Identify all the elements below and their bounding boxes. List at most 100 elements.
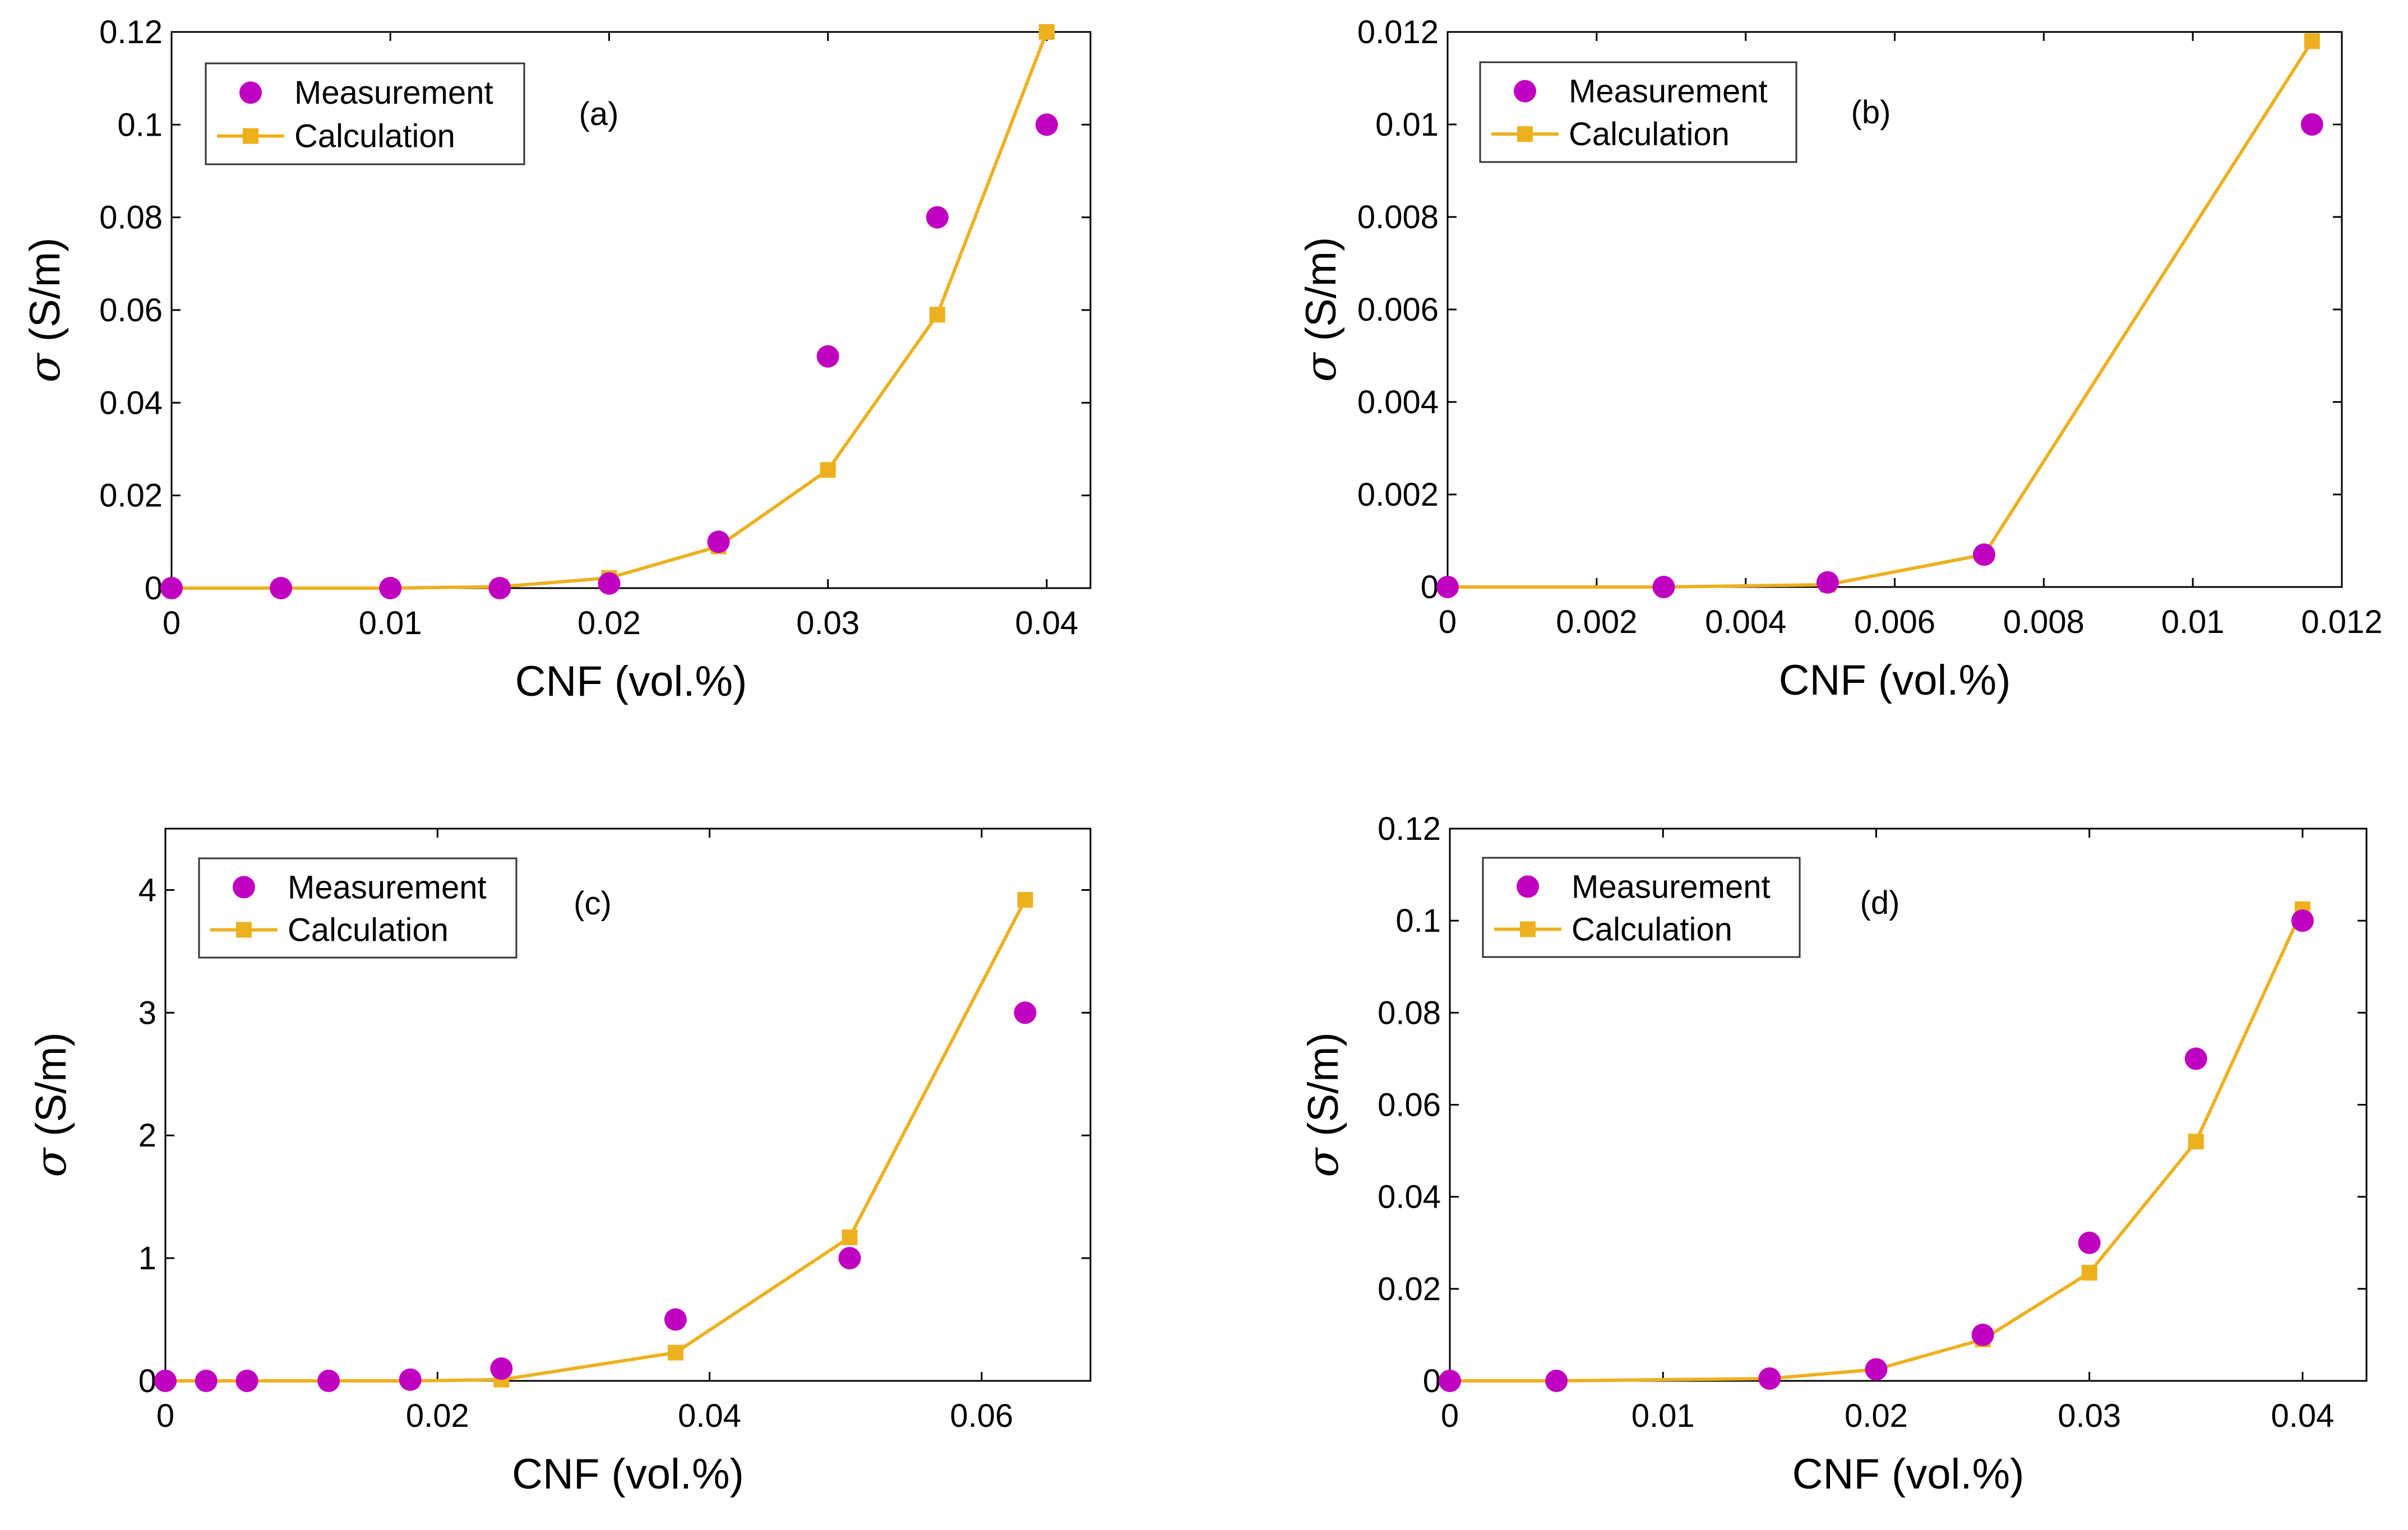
y-tick-label: 0.008 (1357, 199, 1439, 235)
legend: Measurement Calculation (205, 62, 525, 165)
y-tick-label: 4 (138, 872, 156, 908)
panel-label: (c) (574, 885, 612, 922)
measurement-point (2078, 1231, 2101, 1254)
x-axis-label: CNF (vol.%) (515, 658, 747, 705)
calculation-point (820, 462, 836, 478)
legend-box (205, 62, 525, 165)
x-tick-label: 0 (1439, 604, 1457, 640)
y-tick-label: 2 (138, 1117, 156, 1154)
y-tick-label: 0 (1421, 569, 1439, 605)
legend-measurement-marker (1517, 875, 1539, 898)
y-axis-label: σ (S/m) (20, 238, 70, 383)
panel-label: (b) (1851, 94, 1891, 131)
measurement-point (2291, 909, 2314, 932)
y-axis-unit: (S/m) (1300, 1032, 1347, 1148)
y-tick-label: 0.12 (99, 14, 163, 50)
x-tick-label: 0.04 (1015, 605, 1079, 641)
y-axis-unit: (S/m) (1297, 237, 1345, 353)
y-tick-label: 3 (138, 995, 156, 1031)
x-tick-label: 0.01 (1631, 1398, 1695, 1434)
panel-label: (d) (1860, 885, 1900, 921)
legend-calculation-label: Calculation (1569, 116, 1730, 152)
y-axis-label: σ (S/m) (1298, 1032, 1348, 1177)
calculation-point (1038, 24, 1055, 40)
y-tick-label: 0.08 (99, 200, 163, 236)
y-tick-label: 0.01 (1375, 107, 1439, 143)
measurement-point (2184, 1047, 2207, 1070)
measurement-point (926, 206, 949, 229)
y-tick-label: 0.06 (99, 292, 163, 329)
x-tick-label: 0.02 (577, 605, 641, 641)
x-tick-label: 0.002 (1556, 604, 1637, 640)
measurement-point (399, 1368, 422, 1391)
calculation-line (165, 899, 1027, 1383)
y-tick-label: 0.12 (1378, 811, 1441, 847)
x-tick-label: 0 (163, 605, 181, 641)
x-axis-label: CNF (vol.%) (1779, 657, 2011, 704)
measurement-point (1865, 1358, 1888, 1381)
panel-d: 0 0.01 0.02 0.03 0.04 0 0.02 0.04 0.06 0.08 0.1 0.1… (1298, 811, 2368, 1498)
x-tick-label: 0.04 (2271, 1398, 2334, 1434)
legend-box (1482, 857, 1801, 958)
measurement-point (1652, 576, 1675, 598)
x-tick-label: 0 (1441, 1398, 1459, 1434)
panel-c: 0 0.02 0.04 0.06 0 1 2 3 4 CNF (vol.%) σ (S/m) Meas… (26, 828, 1092, 1498)
y-tick-label: 0.02 (99, 478, 163, 514)
x-tick-label: 0.02 (1845, 1398, 1908, 1434)
calculation-line (1450, 908, 2304, 1383)
x-axis-label: CNF (vol.%) (1792, 1450, 2025, 1498)
measurement-point (379, 577, 402, 599)
y-tick-label: 0.08 (1378, 995, 1441, 1031)
legend-calculation-marker (1520, 921, 1536, 937)
measurement-point (488, 577, 511, 599)
x-axis-label: CNF (vol.%) (512, 1450, 744, 1498)
legend-calculation-label: Calculation (1572, 911, 1732, 947)
x-tick-label: 0.006 (1854, 604, 1935, 640)
y-axis-symbol: σ (20, 352, 70, 382)
y-tick-label: 0.02 (1378, 1271, 1441, 1307)
calculation-point (842, 1229, 858, 1245)
panel-b: 0 0.002 0.004 0.006 0.008 0.01 0.012 0 0.002 0.00… (1296, 14, 2383, 704)
calculation-point (1017, 891, 1033, 908)
measurement-point (2300, 113, 2323, 136)
legend-measurement-marker (1514, 80, 1536, 103)
measurement-point (816, 345, 839, 368)
x-tick-label: 0.04 (678, 1398, 741, 1434)
legend-measurement-marker (233, 876, 255, 899)
x-tick-label: 0.012 (2301, 604, 2382, 640)
measurement-point (1439, 1370, 1461, 1392)
y-axis-symbol: σ (1298, 1147, 1348, 1177)
axes-box (164, 828, 1092, 1382)
legend-measurement-marker (239, 81, 262, 104)
measurement-point (1973, 543, 1995, 566)
legend-calculation-marker (243, 128, 258, 144)
measurement-point (1436, 576, 1459, 598)
y-axis-symbol: σ (1296, 352, 1346, 382)
panel-label: (a) (579, 96, 619, 132)
measurement-point (1545, 1370, 1568, 1392)
calculation-point (2188, 1134, 2204, 1150)
legend-box (1479, 61, 1797, 163)
x-tick-label: 0.03 (2058, 1398, 2121, 1434)
y-tick-label: 1 (138, 1240, 156, 1277)
y-tick-label: 0 (1423, 1363, 1441, 1399)
y-tick-label: 0 (138, 1363, 156, 1399)
y-axis-unit: (S/m) (27, 1032, 75, 1148)
y-tick-label: 0.004 (1357, 384, 1439, 420)
y-tick-label: 0.006 (1357, 292, 1439, 328)
x-tick-label: 0.01 (359, 605, 422, 641)
legend-calculation-label: Calculation (288, 912, 449, 948)
measurement-point (160, 577, 183, 599)
x-tick-label: 0.01 (2161, 604, 2225, 640)
legend-measurement-label: Measurement (294, 75, 493, 111)
calculation-point (2304, 33, 2320, 49)
legend: Measurement Calculation (198, 857, 517, 959)
measurement-point (1816, 571, 1839, 594)
measurement-point (1014, 1001, 1037, 1024)
measurement-point (235, 1370, 258, 1392)
measurement-point (1758, 1367, 1781, 1390)
y-axis-label: σ (S/m) (26, 1032, 76, 1177)
legend: Measurement Calculation (1482, 857, 1801, 958)
y-tick-label: 0.1 (117, 107, 163, 143)
